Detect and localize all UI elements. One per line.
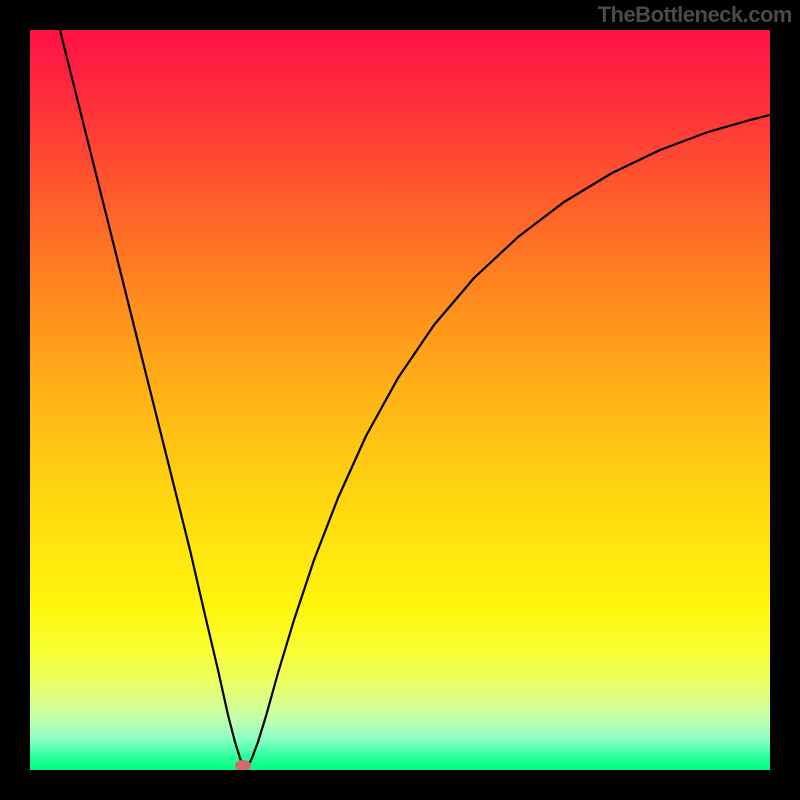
plot-area [30,30,770,770]
bottleneck-curve [30,30,770,770]
outer-frame: TheBottleneck.com [0,0,800,800]
attribution-text: TheBottleneck.com [598,2,792,28]
minimum-marker [235,760,251,771]
curve-path [60,30,770,769]
